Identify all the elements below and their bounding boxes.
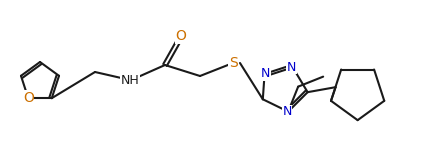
Text: N: N (287, 61, 296, 74)
Text: O: O (23, 91, 34, 105)
Text: N: N (261, 67, 270, 80)
Text: S: S (229, 56, 238, 70)
Text: NH: NH (121, 73, 139, 86)
Text: O: O (175, 29, 186, 43)
Text: N: N (282, 105, 292, 118)
